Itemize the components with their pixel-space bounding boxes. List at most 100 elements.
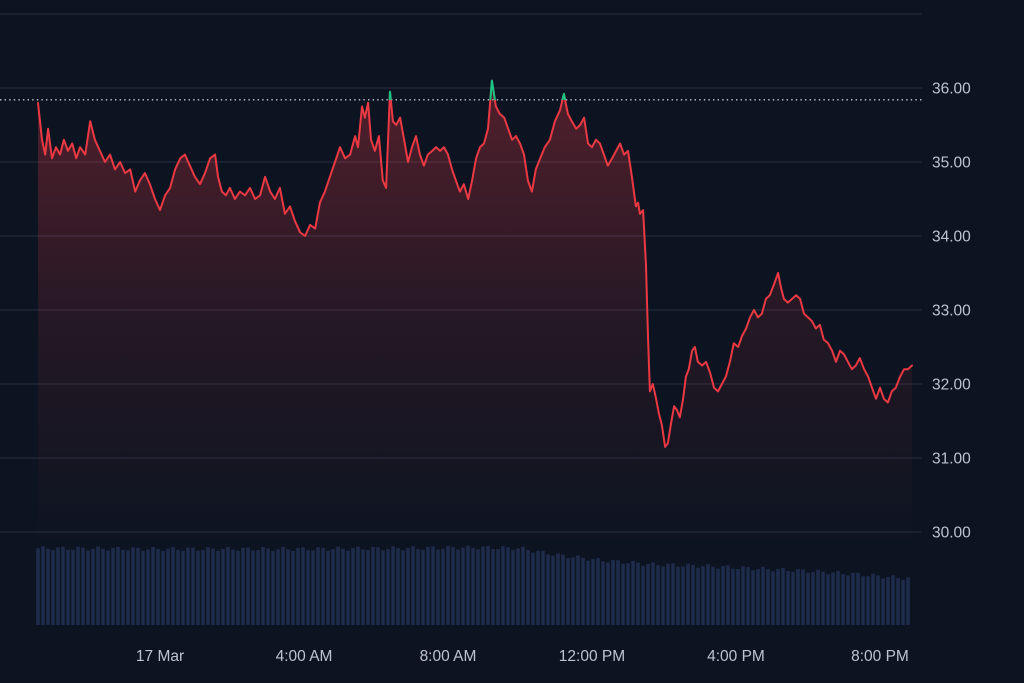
volume-bar xyxy=(316,547,320,625)
volume-bar xyxy=(611,559,615,625)
y-axis-labels: 36.00 35.00 34.00 33.00 32.00 31.00 30.00 xyxy=(932,81,971,542)
volume-bar xyxy=(661,566,665,625)
volume-bar xyxy=(671,563,675,625)
volume-bar xyxy=(306,550,310,625)
volume-bar xyxy=(526,549,530,625)
x-axis-tick-label: 12:00 PM xyxy=(559,648,625,665)
volume-bar xyxy=(471,547,475,625)
volume-bar xyxy=(166,548,170,625)
volume-bar xyxy=(881,578,885,625)
volume-bar xyxy=(216,550,220,625)
volume-bar xyxy=(51,550,55,625)
volume-bar xyxy=(466,545,470,625)
volume-bar xyxy=(706,564,710,625)
volume-bar xyxy=(531,552,535,625)
volume-bar xyxy=(56,547,60,625)
volume-bar xyxy=(291,550,295,625)
volume-bar xyxy=(221,548,225,625)
volume-bar xyxy=(241,547,245,625)
volume-bar xyxy=(361,549,365,625)
volume-bar xyxy=(536,550,540,625)
y-axis-tick-label: 30.00 xyxy=(932,525,971,542)
price-area-fill xyxy=(38,80,912,540)
volume-bar xyxy=(691,564,695,625)
volume-bar xyxy=(906,577,910,625)
volume-bar xyxy=(461,547,465,625)
volume-bar xyxy=(496,549,500,625)
volume-bar xyxy=(501,546,505,625)
volume-bar xyxy=(601,561,605,625)
x-axis-tick-label: 8:00 PM xyxy=(851,648,909,665)
volume-bar xyxy=(556,553,560,625)
volume-bar xyxy=(851,572,855,625)
volume-bar xyxy=(406,547,410,625)
volume-bar xyxy=(201,549,205,625)
volume-bar xyxy=(356,546,360,625)
volume-bar xyxy=(751,570,755,625)
volume-bar xyxy=(786,571,790,625)
volume-bar xyxy=(136,547,140,625)
volume-bar xyxy=(771,571,775,625)
volume-bar xyxy=(606,562,610,625)
volume-bar xyxy=(721,566,725,625)
volume-bar xyxy=(576,555,580,625)
volume-bar xyxy=(111,547,115,625)
volume-bar xyxy=(151,546,155,625)
volume-bar xyxy=(811,572,815,625)
volume-bar xyxy=(791,571,795,625)
volume-bar xyxy=(431,546,435,625)
volume-bar xyxy=(81,547,85,625)
volume-bar xyxy=(681,566,685,625)
volume-bar xyxy=(701,566,705,625)
volume-bar xyxy=(896,578,900,625)
volume-bar xyxy=(726,565,730,625)
volume-bar xyxy=(131,547,135,625)
volume-bar xyxy=(211,548,215,625)
volume-bar xyxy=(891,575,895,625)
volume-bar xyxy=(391,546,395,625)
volume-bar xyxy=(776,568,780,625)
volume-bar xyxy=(341,548,345,625)
volume-bar xyxy=(731,568,735,625)
volume-bar xyxy=(246,547,250,625)
volume-bar xyxy=(861,576,865,625)
volume-bar xyxy=(266,548,270,625)
volume-bar xyxy=(621,563,625,625)
volume-bar xyxy=(571,557,575,625)
volume-bar xyxy=(646,563,650,625)
x-axis-tick-label: 17 Mar xyxy=(136,648,184,665)
volume-bar xyxy=(901,579,905,625)
x-axis-tick-label: 8:00 AM xyxy=(420,648,477,665)
volume-bar xyxy=(756,569,760,625)
volume-bar xyxy=(296,548,300,625)
volume-bar xyxy=(716,568,720,625)
volume-bar xyxy=(886,576,890,625)
volume-bar xyxy=(631,560,635,625)
volume-bar xyxy=(281,547,285,625)
volume-bar xyxy=(121,549,125,625)
x-axis-tick-label: 4:00 PM xyxy=(707,648,765,665)
volume-bar xyxy=(176,549,180,625)
volume-bar xyxy=(326,550,330,625)
volume-bar xyxy=(321,547,325,625)
volume-bar xyxy=(766,569,770,625)
volume-bar xyxy=(276,549,280,625)
volume-bar xyxy=(36,548,40,625)
x-axis-tick-label: 4:00 AM xyxy=(276,648,333,665)
volume-bar xyxy=(816,569,820,625)
volume-bar xyxy=(486,545,490,625)
volume-bar xyxy=(841,574,845,625)
volume-bar xyxy=(161,550,165,625)
volume-bar xyxy=(381,550,385,625)
volume-bar xyxy=(351,548,355,625)
volume-bar xyxy=(411,546,415,625)
volume-bar xyxy=(141,550,145,625)
volume-bar xyxy=(66,549,70,625)
volume-bar xyxy=(761,566,765,625)
volume-bar xyxy=(261,547,265,625)
volume-bar xyxy=(371,547,375,625)
volume-bar xyxy=(711,566,715,625)
volume-bar xyxy=(821,571,825,625)
